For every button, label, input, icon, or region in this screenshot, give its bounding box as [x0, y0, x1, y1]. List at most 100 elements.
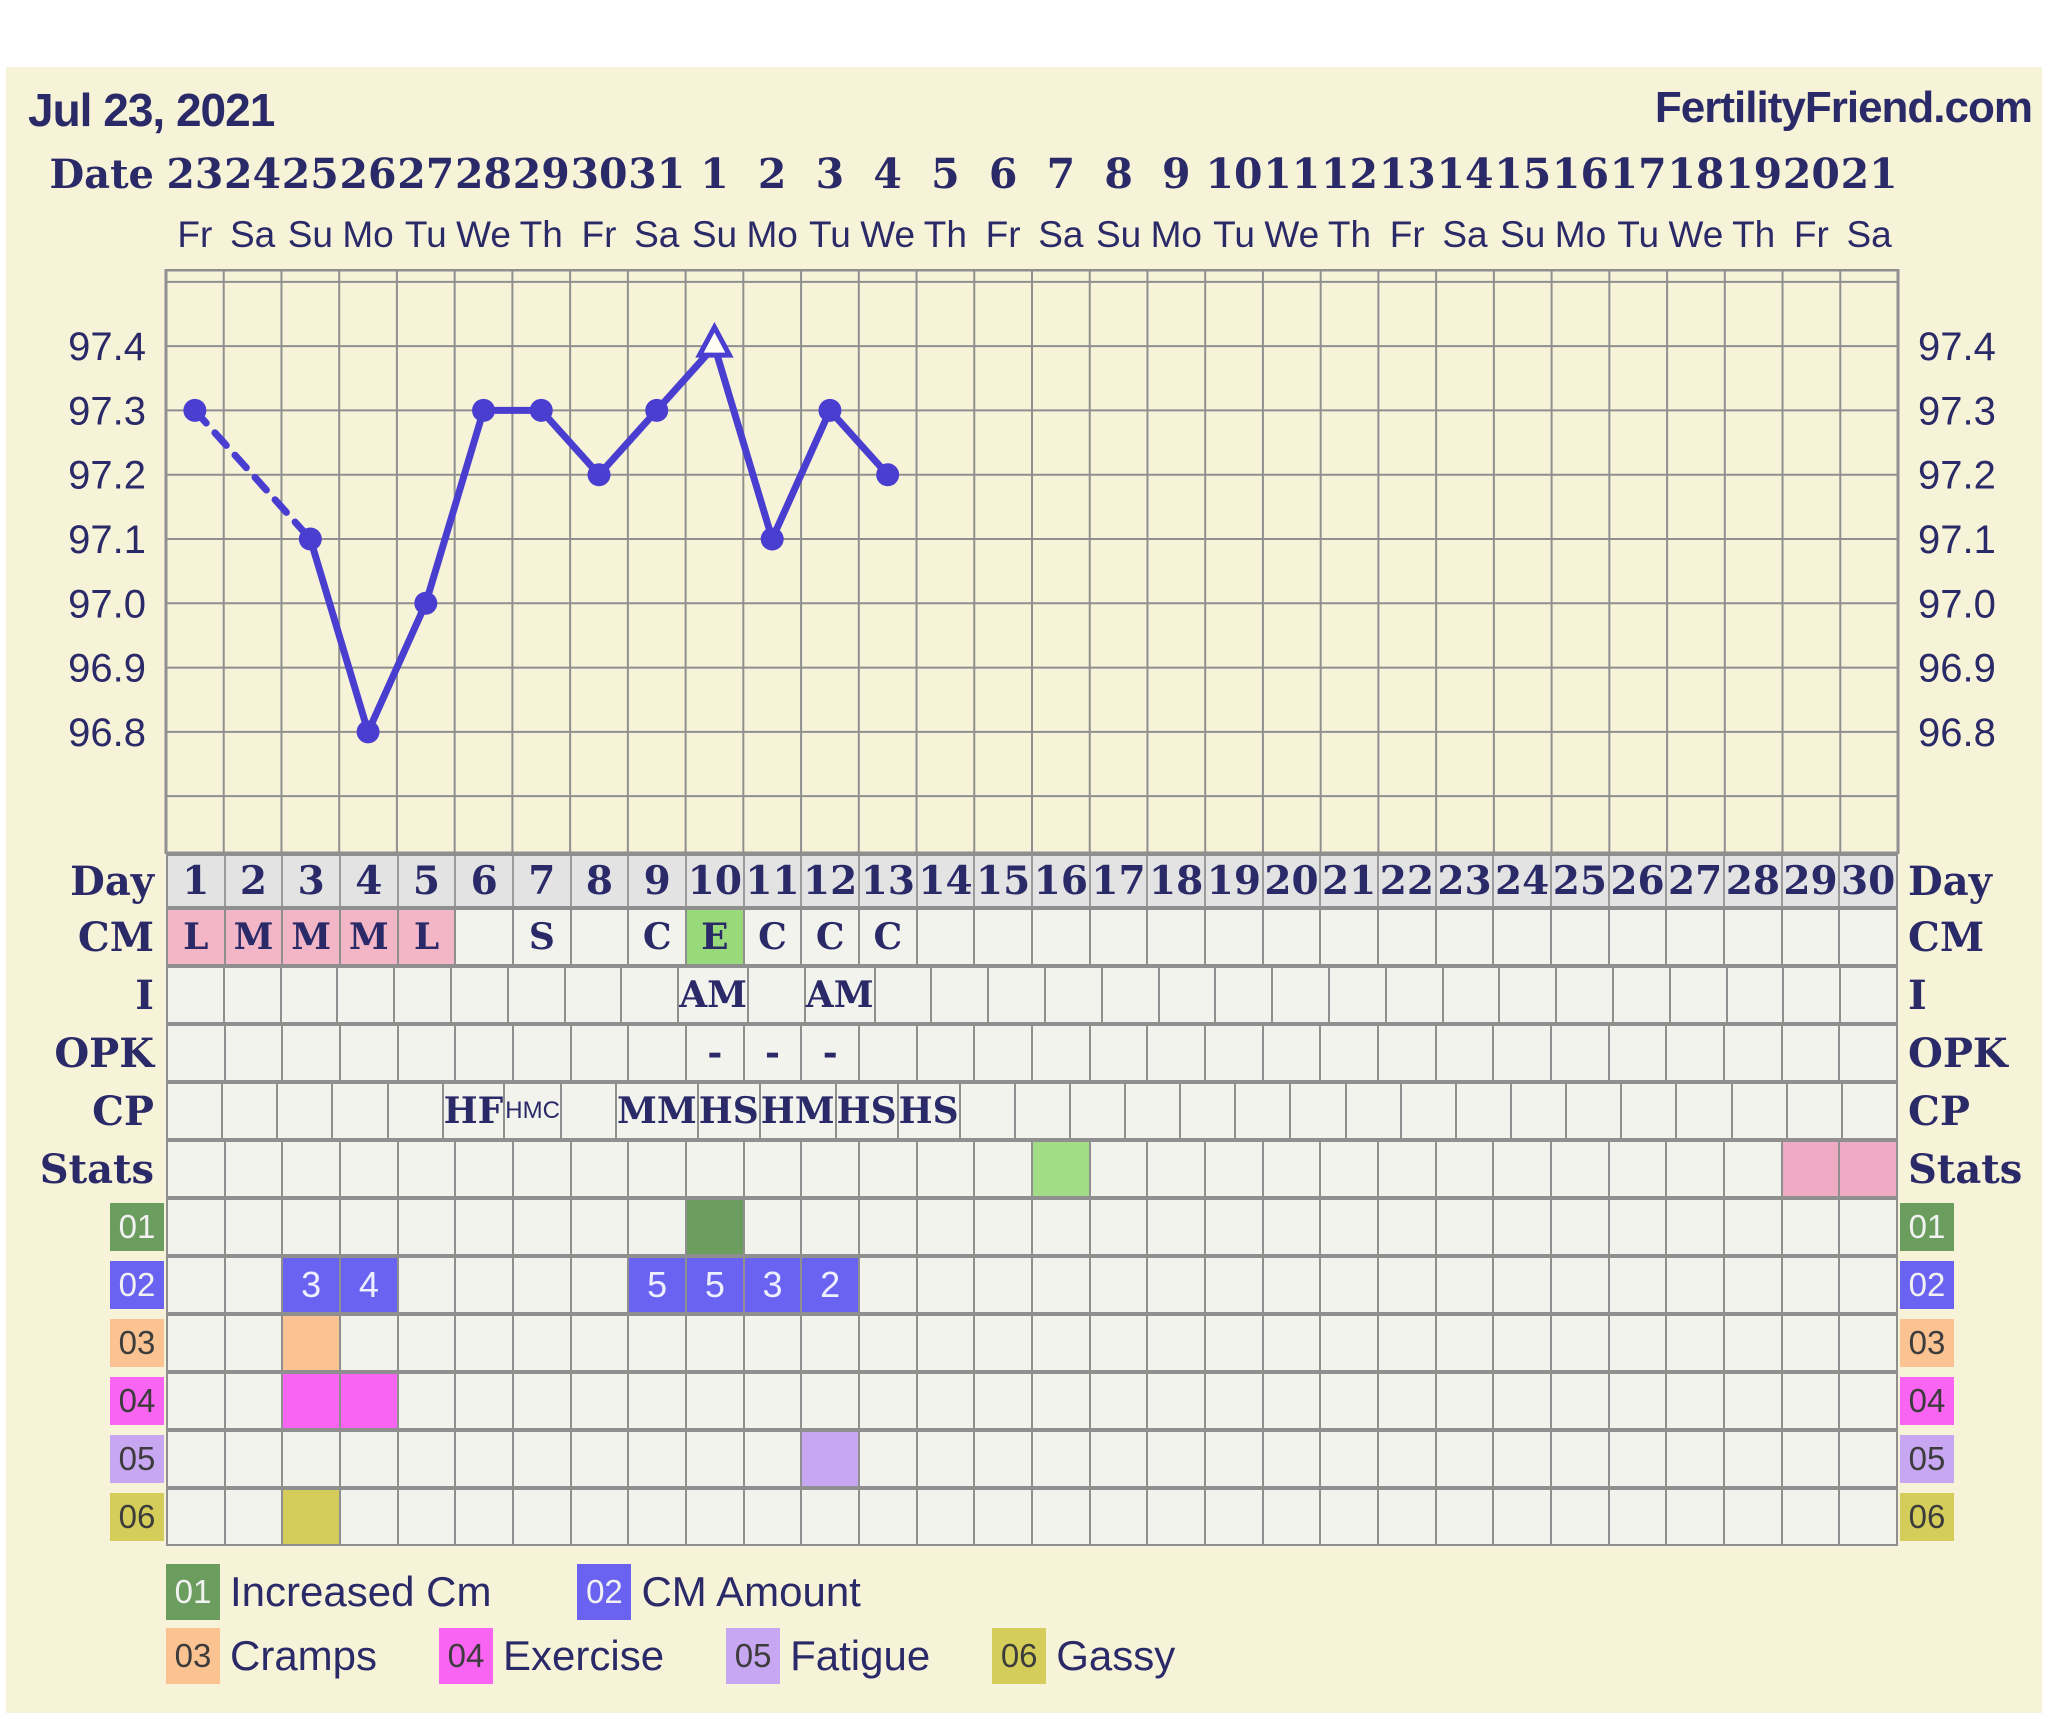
03-cell: [225, 1316, 282, 1370]
05-cell: [1840, 1432, 1896, 1486]
06-cell: [225, 1490, 282, 1544]
day-header-cell[interactable]: 12: [802, 856, 858, 906]
day-header-cell[interactable]: 5: [398, 856, 455, 906]
05-cell: [1667, 1432, 1723, 1486]
04-cell: [398, 1374, 455, 1428]
stats-cell: [744, 1142, 801, 1196]
day-header-cell[interactable]: 2: [225, 856, 282, 906]
cm-cell: C: [629, 910, 685, 964]
i-cell: [1557, 968, 1612, 1022]
day-header-cell[interactable]: 6: [456, 856, 512, 906]
05-cell: [1725, 1432, 1781, 1486]
date-cell: 21: [1840, 150, 1898, 198]
day-header-cell[interactable]: 27: [1667, 856, 1723, 906]
stats-cell: [1725, 1142, 1781, 1196]
cp-cell: [1512, 1084, 1566, 1138]
day-header-cell[interactable]: 11: [744, 856, 801, 906]
02-cell: [1436, 1258, 1493, 1312]
05-cell: [917, 1432, 974, 1486]
day-header-cell[interactable]: 3: [283, 856, 339, 906]
05-cell: [514, 1432, 570, 1486]
weekday-cell: We: [860, 214, 916, 255]
03-cell: [975, 1316, 1031, 1370]
i-cell: [932, 968, 988, 1022]
05-cell: [1782, 1432, 1839, 1486]
day-header-cell[interactable]: 17: [1090, 856, 1147, 906]
temp-line: [768, 406, 834, 543]
stats-cell: [629, 1142, 685, 1196]
stats-cell: [456, 1142, 512, 1196]
day-header-cell[interactable]: 24: [1494, 856, 1550, 906]
day-header-cell[interactable]: 21: [1321, 856, 1377, 906]
day-header-cell[interactable]: 1: [168, 856, 224, 906]
06-cell: [1494, 1490, 1550, 1544]
day-header-cell[interactable]: 20: [1263, 856, 1320, 906]
05-cell: [687, 1432, 743, 1486]
02-cell: 3: [744, 1258, 801, 1312]
site-link[interactable]: FertilityFriend.com: [1654, 83, 2033, 132]
opk-cell: [225, 1026, 282, 1080]
day-header-cell[interactable]: 23: [1436, 856, 1493, 906]
bbt-chart-svg[interactable]: 97.4 97.4 97.3 97.3 97.2 97.2 97.1 97.1 97.0 97.0…: [6, 269, 2042, 854]
day-header-cell[interactable]: 26: [1609, 856, 1666, 906]
opk-cell: [456, 1026, 512, 1080]
date-cell: 4: [873, 150, 902, 198]
stats-cell: [1090, 1142, 1147, 1196]
06-cell: [975, 1490, 1031, 1544]
weekday-cell: Mo: [342, 214, 394, 255]
day-header-cell[interactable]: 9: [629, 856, 685, 906]
day-header-cell[interactable]: 18: [1148, 856, 1204, 906]
opk-cell: [283, 1026, 339, 1080]
day-header-cell[interactable]: 28: [1725, 856, 1781, 906]
i-cell: [1727, 968, 1783, 1022]
date-cell: 27: [397, 150, 455, 198]
day-header-cell[interactable]: 30: [1840, 856, 1896, 906]
04-cell: [1494, 1374, 1550, 1428]
row-chip-06: 06: [1900, 1493, 1954, 1541]
05-cell: [456, 1432, 512, 1486]
day-header-cell[interactable]: 19: [1206, 856, 1262, 906]
i-cell: [1045, 968, 1101, 1022]
cm-cell: [1552, 910, 1608, 964]
temp-line: [537, 406, 603, 479]
cm-cell: C: [744, 910, 801, 964]
cm-cell: [571, 910, 628, 964]
i-cell: [1500, 968, 1556, 1022]
04-cell: [1840, 1374, 1896, 1428]
day-header-cell[interactable]: 25: [1552, 856, 1608, 906]
stats-cell: [1379, 1142, 1435, 1196]
day-header-cell[interactable]: 14: [917, 856, 974, 906]
row-label-i: I: [1908, 971, 1927, 1019]
02-cell: [1206, 1258, 1262, 1312]
day-header-cell[interactable]: 7: [514, 856, 570, 906]
day-header-cell[interactable]: 29: [1782, 856, 1839, 906]
cm-cell: M: [225, 910, 282, 964]
day-header-cell[interactable]: 10: [687, 856, 743, 906]
06-cell: [687, 1490, 743, 1544]
cm-cell: L: [168, 910, 224, 964]
i-cell: [224, 968, 280, 1022]
day-header-cell[interactable]: 22: [1379, 856, 1435, 906]
cp-cell: [1456, 1084, 1511, 1138]
day-header-cell[interactable]: 8: [571, 856, 628, 906]
chart-panel: Jul 23, 2021 FertilityFriend.com Date 23…: [6, 67, 2042, 1713]
03-cell: [1090, 1316, 1147, 1370]
cp-cell: [1015, 1084, 1069, 1138]
day-header-cell[interactable]: 4: [341, 856, 397, 906]
06-cell: [283, 1490, 339, 1544]
01-cell: [1263, 1200, 1320, 1254]
row-label-cm: CM: [1908, 913, 1985, 961]
06-cell: [341, 1490, 397, 1544]
temp-line: [595, 406, 661, 479]
02-cell: [225, 1258, 282, 1312]
02-cell: [571, 1258, 628, 1312]
day-header-cell[interactable]: 15: [975, 856, 1031, 906]
stats-cell: [225, 1142, 282, 1196]
02-cell: [168, 1258, 224, 1312]
cm-cell: S: [514, 910, 570, 964]
row-label-day: Day: [1908, 857, 1992, 905]
day-header-cell[interactable]: 16: [1033, 856, 1089, 906]
05-cell: [225, 1432, 282, 1486]
day-header-cell[interactable]: 13: [860, 856, 916, 906]
weekday-cell: Sa: [634, 214, 680, 255]
